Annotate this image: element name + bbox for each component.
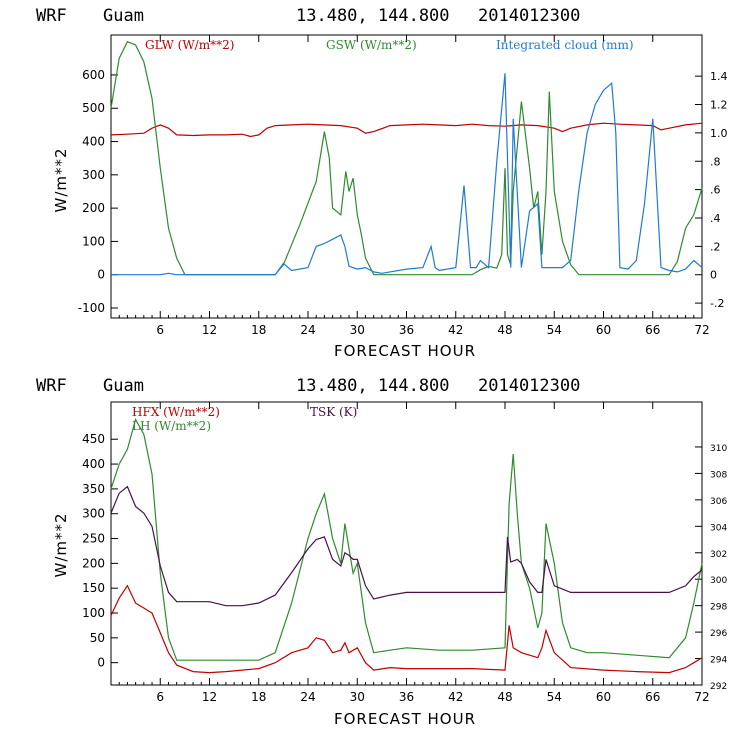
y-tick-label: 300	[82, 168, 105, 182]
bottom-legend-tsk: TSK (K)	[310, 405, 357, 419]
x-tick-label: 54	[547, 690, 562, 704]
x-tick-label: 72	[694, 690, 709, 704]
y2-tick-label: 298	[710, 603, 727, 613]
y2-tick-label: 310	[710, 444, 727, 454]
top-header-location: Guam	[103, 6, 144, 26]
x-tick-label: 48	[497, 690, 512, 704]
y-tick-label: 200	[82, 556, 105, 570]
y2-tick-label: .6	[710, 184, 721, 197]
top-legend-glw: GLW (W/m**2)	[145, 38, 234, 52]
y-tick-label: -100	[78, 301, 105, 315]
top-header-model: WRF	[36, 6, 67, 26]
y-tick-label: 450	[82, 432, 105, 446]
x-tick-label: 42	[448, 323, 463, 337]
y-tick-label: 0	[97, 656, 105, 670]
top-plot-frame	[110, 34, 703, 319]
top-xlabel: FORECAST HOUR	[334, 342, 476, 360]
y2-tick-label: .4	[710, 212, 721, 225]
x-tick-label: 18	[251, 690, 266, 704]
x-tick-label: 24	[300, 323, 315, 337]
y2-tick-label: 300	[710, 576, 727, 586]
bottom-header-init: 2014012300	[478, 376, 580, 396]
bottom-header-location: Guam	[103, 376, 144, 396]
y2-tick-label: 292	[710, 682, 727, 692]
y-tick-label: 50	[90, 631, 105, 645]
y-tick-label: 600	[82, 68, 105, 82]
x-tick-label: 42	[448, 690, 463, 704]
x-tick-label: 66	[645, 690, 660, 704]
x-tick-label: 36	[399, 690, 414, 704]
bottom-series-tsk-line	[110, 485, 703, 607]
top-ylabel: W/m**2	[52, 147, 70, 212]
x-tick-label: 12	[202, 690, 217, 704]
top-series-cloud-line	[111, 73, 703, 276]
y2-tick-label: 306	[710, 497, 727, 507]
bottom-series-hfx-line	[110, 584, 703, 674]
y2-tick-label: 294	[710, 656, 727, 666]
x-tick-label: 12	[202, 323, 217, 337]
y-tick-label: 250	[82, 532, 105, 546]
bottom-plot-frame	[110, 401, 703, 686]
x-tick-label: 60	[596, 690, 611, 704]
y-tick-label: 200	[82, 201, 105, 215]
bottom-header-coords: 13.480, 144.800	[296, 376, 450, 396]
top-legend-cloud: Integrated cloud (mm)	[496, 38, 634, 52]
x-tick-label: 66	[645, 323, 660, 337]
x-tick-label: 30	[350, 323, 365, 337]
x-tick-label: 24	[300, 690, 315, 704]
y-tick-label: 350	[82, 482, 105, 496]
x-tick-label: 18	[251, 323, 266, 337]
bottom-ticks: 6 12 18 24 30 36 42 48 54 60 66 72 0 50 100 150 200 250 30…	[82, 402, 727, 704]
y-tick-label: 100	[82, 606, 105, 620]
y2-tick-label: 302	[710, 550, 727, 560]
x-tick-label: 36	[399, 323, 414, 337]
bottom-header-model: WRF	[36, 376, 67, 396]
top-chart: WRF Guam 13.480, 144.800 2014012300 6 12 1…	[36, 6, 728, 360]
bottom-legend-hfx: HFX (W/m**2)	[132, 405, 220, 419]
y-tick-label: 0	[97, 268, 105, 282]
x-tick-label: 6	[156, 690, 164, 704]
y-tick-label: 500	[82, 101, 105, 115]
top-ticks: 6 12 18 24 30 36 42 48 54 60 66 72 -100 0 100 200 300 400…	[78, 35, 728, 337]
top-legend-gsw: GSW (W/m**2)	[326, 38, 417, 52]
y-tick-label: 100	[82, 234, 105, 248]
bottom-chart: WRF Guam 13.480, 144.800 2014012300 6 12 1…	[36, 376, 727, 728]
y2-tick-label: 1.4	[710, 70, 728, 83]
y2-tick-label: 0	[710, 269, 717, 282]
top-series-gsw-line	[110, 40, 703, 276]
y2-tick-label: -.2	[710, 297, 724, 310]
y-tick-label: 300	[82, 507, 105, 521]
bottom-xlabel: FORECAST HOUR	[334, 710, 476, 728]
x-tick-label: 6	[156, 323, 164, 337]
y-tick-label: 150	[82, 581, 105, 595]
bottom-series-lh-line	[110, 417, 703, 661]
y2-tick-label: 1.0	[710, 127, 728, 140]
top-header-init: 2014012300	[478, 6, 580, 26]
x-tick-label: 54	[547, 323, 562, 337]
y2-tick-label: 308	[710, 470, 727, 480]
y2-tick-label: 296	[710, 629, 727, 639]
y-tick-label: 400	[82, 135, 105, 149]
y2-tick-label: .8	[710, 155, 721, 168]
y2-tick-label: .2	[710, 240, 721, 253]
x-tick-label: 72	[694, 323, 709, 337]
top-series-glw-line	[110, 122, 703, 138]
x-tick-label: 48	[497, 323, 512, 337]
x-tick-label: 60	[596, 323, 611, 337]
x-tick-label: 30	[350, 690, 365, 704]
top-header-coords: 13.480, 144.800	[296, 6, 450, 26]
y2-tick-label: 1.2	[710, 99, 728, 112]
y2-tick-label: 304	[710, 523, 727, 533]
bottom-ylabel: W/m**2	[52, 512, 70, 577]
bottom-legend-lh: LH (W/m**2)	[132, 419, 211, 433]
y-tick-label: 400	[82, 457, 105, 471]
